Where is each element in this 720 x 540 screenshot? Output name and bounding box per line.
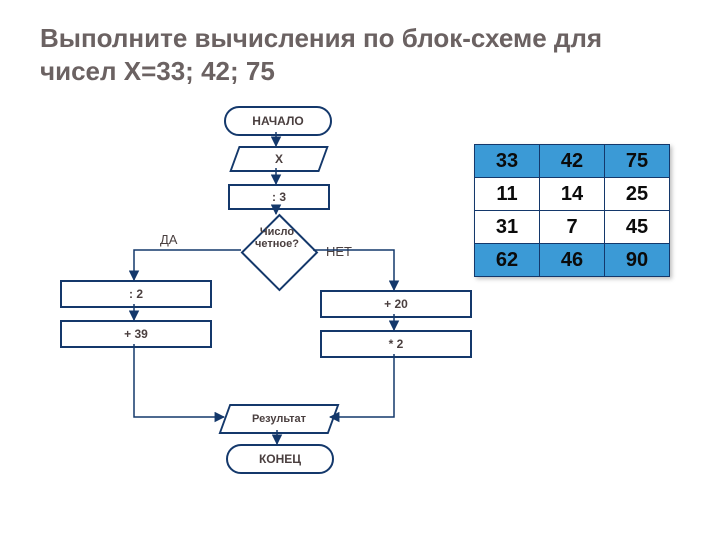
table-cell: 90: [605, 244, 670, 277]
page-title: Выполните вычисления по блок-схеме для ч…: [40, 22, 680, 87]
flow-times2: * 2: [320, 330, 472, 358]
table-cell: 62: [475, 244, 540, 277]
table-cell: 25: [605, 178, 670, 211]
flow-edge-no: НЕТ: [326, 244, 352, 259]
table-cell: 31: [475, 211, 540, 244]
table-cell: 75: [605, 145, 670, 178]
table-cell: 42: [540, 145, 605, 178]
flow-edge-yes: ДА: [160, 232, 177, 247]
table-row: 624690: [475, 244, 670, 277]
flow-input-x: Х: [229, 146, 328, 172]
results-table: 33427511142531745624690: [474, 144, 670, 277]
flow-plus20: + 20: [320, 290, 472, 318]
table-cell: 14: [540, 178, 605, 211]
table-cell: 7: [540, 211, 605, 244]
table-cell: 45: [605, 211, 670, 244]
flow-input-x-label: Х: [275, 148, 283, 170]
table-cell: 11: [475, 178, 540, 211]
table-row: 31745: [475, 211, 670, 244]
table-row: 111425: [475, 178, 670, 211]
flow-start: НАЧАЛО: [224, 106, 332, 136]
flow-end: КОНЕЦ: [226, 444, 334, 474]
flow-decision: [240, 213, 318, 291]
flow-result: Результат: [219, 404, 340, 434]
table-row: 334275: [475, 145, 670, 178]
flow-plus39: + 39: [60, 320, 212, 348]
flow-div2: : 2: [60, 280, 212, 308]
flow-div3: : 3: [228, 184, 330, 210]
table-cell: 46: [540, 244, 605, 277]
flow-result-label: Результат: [252, 406, 306, 432]
table-cell: 33: [475, 145, 540, 178]
